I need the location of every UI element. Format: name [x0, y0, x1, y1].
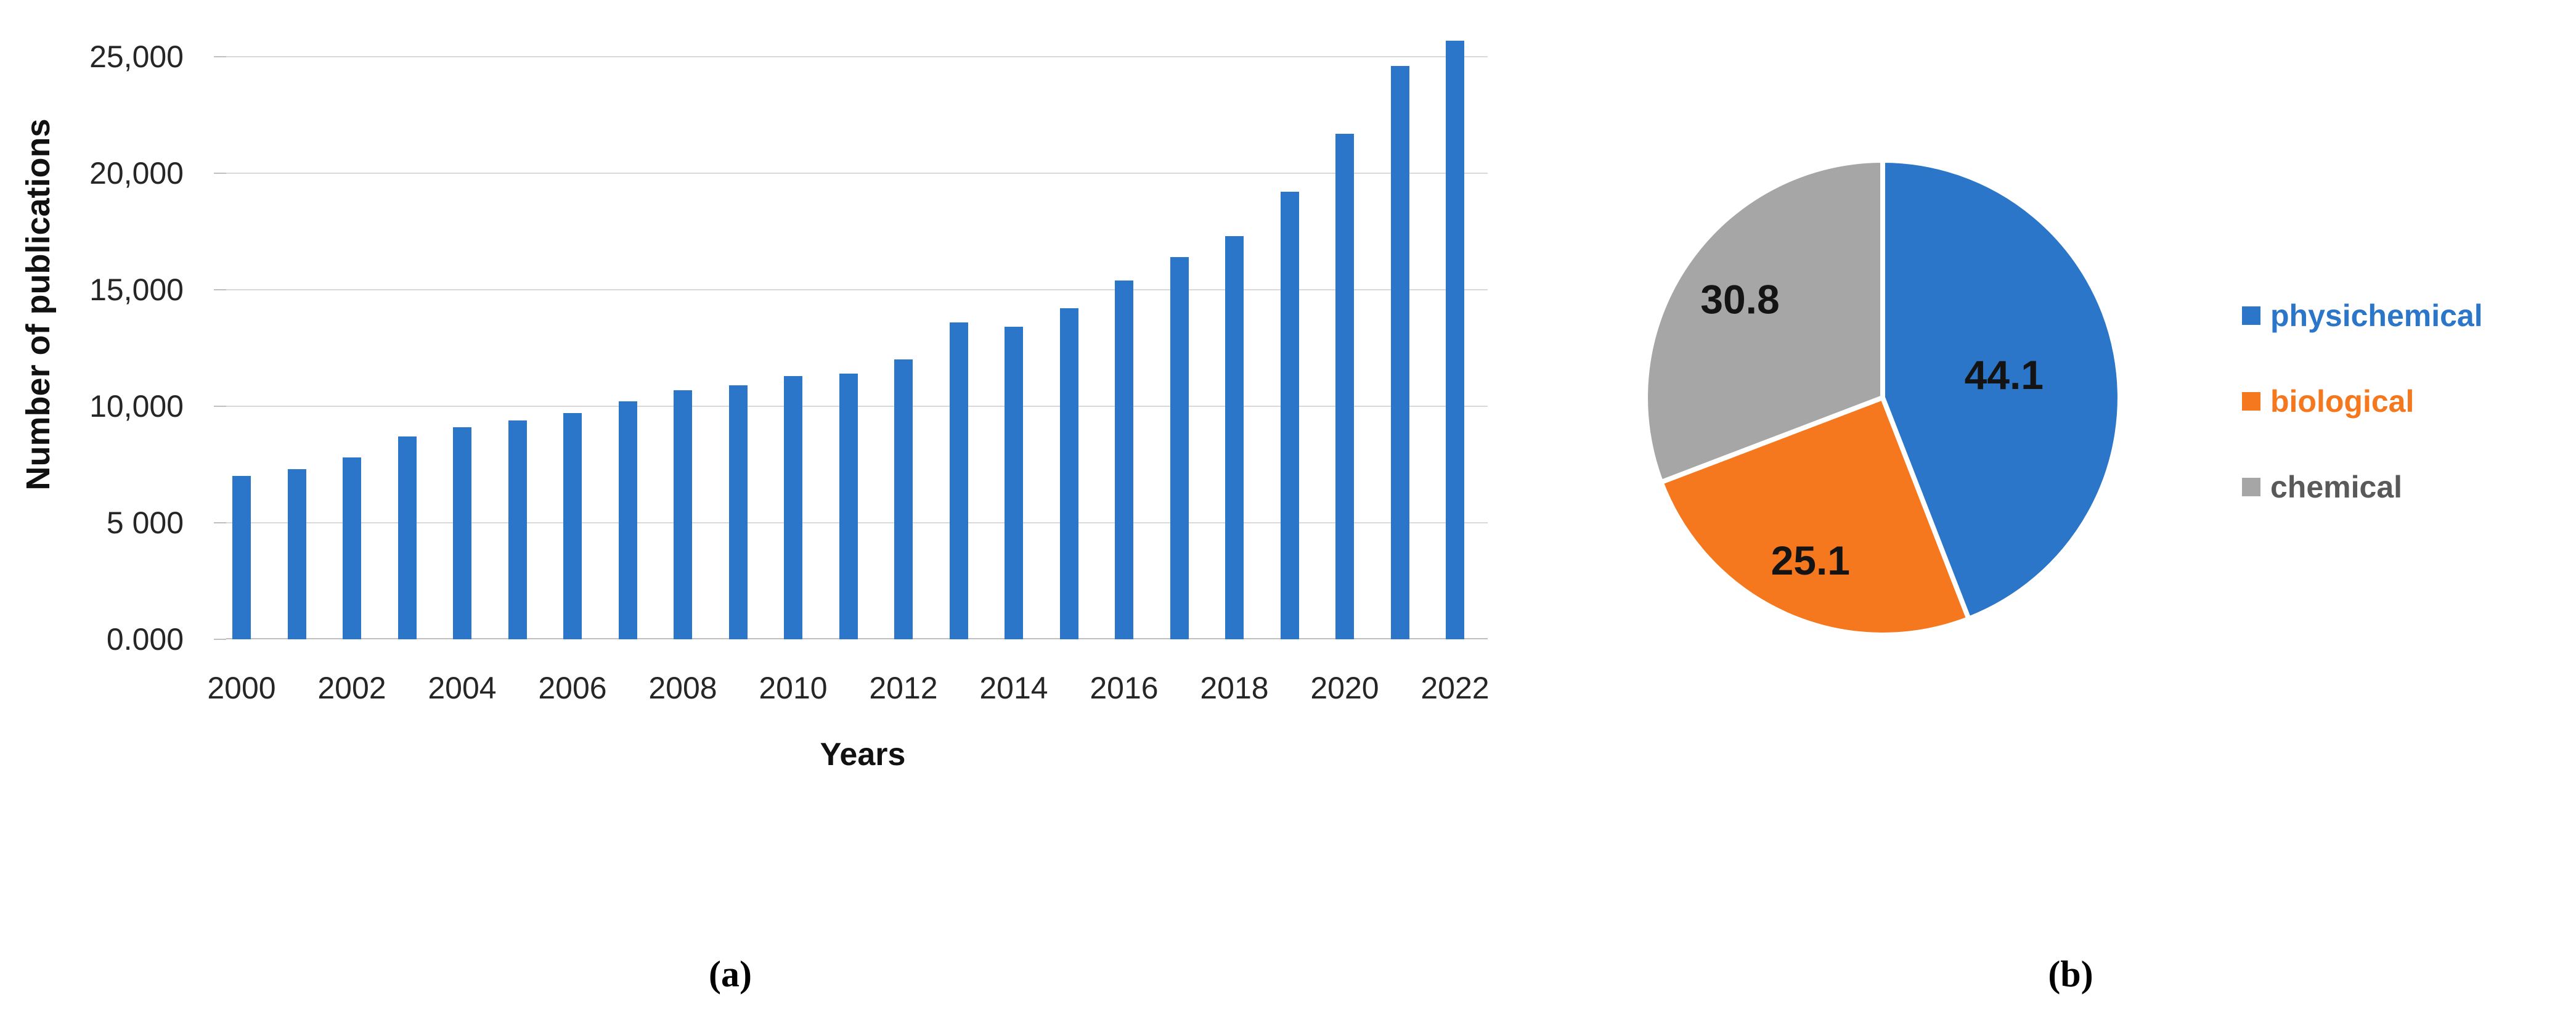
y-tick-label: 0.000 — [106, 622, 184, 657]
x-tick-label: 2000 — [207, 671, 276, 705]
y-axis-tick — [214, 56, 226, 57]
bar-2007 — [618, 401, 637, 639]
y-tick-label: 5 000 — [106, 506, 184, 540]
bar-2010 — [784, 375, 802, 639]
y-tick-label: 25,000 — [89, 39, 184, 74]
x-tick-label: 2008 — [648, 671, 717, 705]
pie-slice-biological — [1658, 395, 1971, 637]
bar-2014 — [1005, 327, 1023, 639]
y-axis-tick — [214, 406, 226, 407]
gridline — [226, 173, 1488, 174]
bar-2011 — [839, 374, 858, 639]
bar-2004 — [453, 427, 471, 639]
bar-2018 — [1225, 236, 1244, 639]
bar-2016 — [1115, 280, 1133, 639]
x-tick-label: 2022 — [1420, 671, 1490, 705]
y-axis-tick — [214, 289, 226, 290]
y-tick-label: 20,000 — [89, 156, 184, 190]
legend-item-biological: biological — [2242, 383, 2414, 420]
bar-2015 — [1059, 308, 1078, 639]
legend-label-biological: biological — [2270, 384, 2415, 419]
pie-slice-label-physichemical: 44.1 — [1965, 352, 2044, 398]
bar-2001 — [287, 469, 306, 639]
bar-2000 — [232, 476, 251, 639]
gridline — [226, 56, 1488, 57]
x-tick-label: 2006 — [538, 671, 607, 705]
y-tick-label: 15,000 — [89, 272, 184, 307]
bar-2003 — [397, 436, 417, 639]
bar-2022 — [1446, 40, 1464, 639]
bar-2005 — [508, 420, 527, 639]
legend-label-physichemical: physichemical — [2270, 298, 2483, 333]
bar-2020 — [1335, 133, 1354, 639]
bar-2017 — [1170, 257, 1189, 639]
y-axis-tick — [214, 639, 226, 640]
x-tick-label: 2002 — [317, 671, 386, 705]
y-tick-label: 10,000 — [89, 389, 184, 424]
pie-slice-chemical — [1643, 158, 1885, 485]
bar-2006 — [563, 413, 582, 639]
x-tick-label: 2014 — [979, 671, 1048, 705]
legend-item-physichemical: physichemical — [2242, 297, 2483, 334]
bar-2019 — [1280, 192, 1299, 639]
bar-2012 — [894, 359, 913, 639]
caption-b: (b) — [2048, 954, 2093, 994]
legend-label-chemical: chemical — [2270, 470, 2403, 504]
y-axis-tick — [214, 522, 226, 523]
legend-item-chemical: chemical — [2242, 469, 2402, 506]
x-tick-label: 2018 — [1200, 671, 1269, 705]
legend-swatch-physichemical — [2242, 306, 2260, 325]
x-axis-title: Years — [820, 737, 906, 772]
pie-slice-physichemical — [1880, 158, 2122, 621]
bar-2021 — [1390, 66, 1409, 639]
x-tick-label: 2004 — [428, 671, 497, 705]
legend-swatch-chemical — [2242, 478, 2260, 496]
pie-slice-label-biological: 25.1 — [1771, 538, 1850, 583]
bar-plot-area — [214, 0, 1488, 640]
pie-slice-label-chemical: 30.8 — [1700, 277, 1779, 322]
caption-a: (a) — [709, 954, 752, 994]
x-tick-label: 2010 — [759, 671, 828, 705]
pie-svg: 44.1 25.1 30.8 — [1643, 158, 2122, 637]
bar-2008 — [674, 390, 692, 639]
y-axis-tick — [214, 173, 226, 174]
bar-2009 — [728, 385, 748, 639]
x-tick-label: 2020 — [1310, 671, 1379, 705]
bar-2002 — [343, 457, 361, 639]
x-tick-label: 2016 — [1090, 671, 1159, 705]
gridline — [226, 289, 1488, 290]
legend-swatch-biological — [2242, 392, 2260, 411]
bar-2013 — [949, 322, 968, 639]
x-tick-label: 2012 — [869, 671, 938, 705]
